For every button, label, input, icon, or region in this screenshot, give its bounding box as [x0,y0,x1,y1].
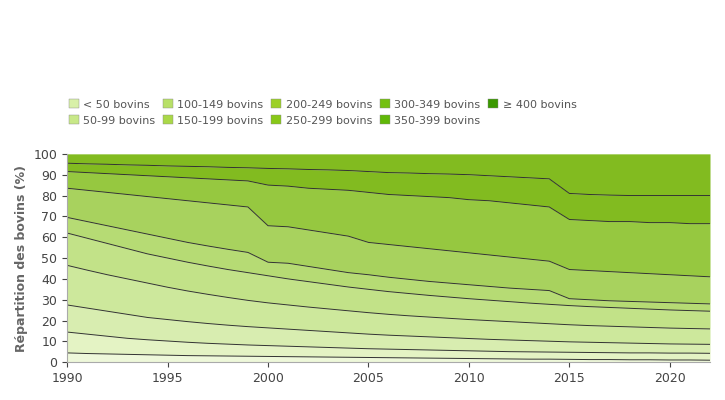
Legend: < 50 bovins, 50-99 bovins, 100-149 bovins, 150-199 bovins, 200-249 bovins, 250-2: < 50 bovins, 50-99 bovins, 100-149 bovin… [66,97,579,128]
Y-axis label: Répartition des bovins (%): Répartition des bovins (%) [15,164,28,352]
